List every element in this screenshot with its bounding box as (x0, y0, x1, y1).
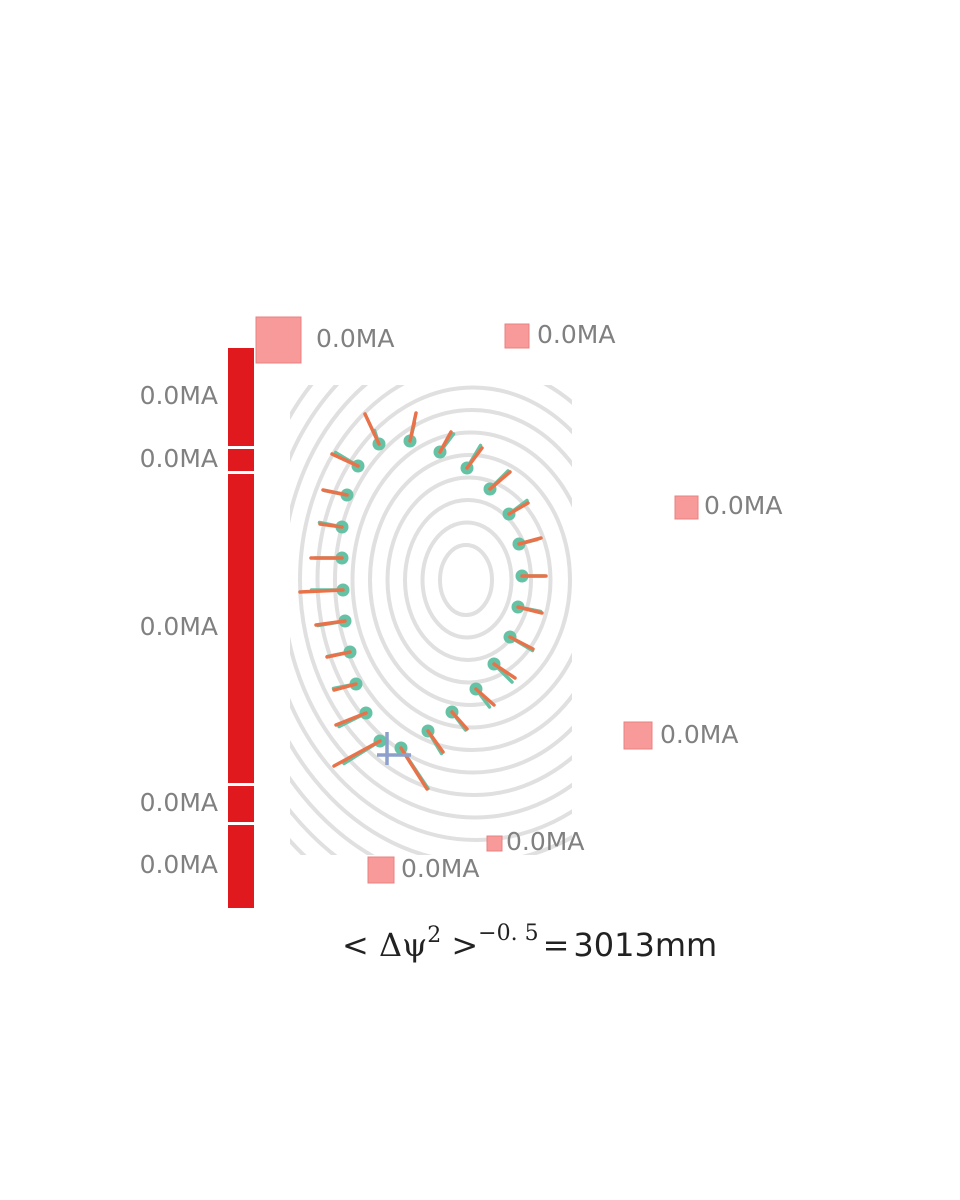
probe (445, 705, 469, 732)
flux-contour (333, 408, 572, 752)
fitted-field-stick (314, 619, 347, 627)
pf-coil (486, 835, 503, 852)
solenoid-segment (228, 474, 254, 783)
fitted-field-stick (332, 682, 358, 692)
fitted-field-stick (426, 729, 445, 754)
probe (503, 630, 535, 653)
fitted-field-stick (325, 650, 352, 659)
solenoid-current-label: 0.0MA (140, 788, 218, 817)
solenoid-segment (228, 449, 254, 471)
flux-contour (438, 543, 494, 617)
formula-text: < Δψ2 >−0. 5 = 3013mm (342, 921, 717, 964)
probe (515, 569, 548, 583)
pf-coil (367, 856, 395, 884)
pf-coil (623, 721, 653, 750)
fitted-field-stick (517, 536, 543, 546)
formula-equals: = (543, 926, 570, 964)
probe (502, 498, 530, 521)
formula-gt: > (441, 926, 478, 964)
solenoid-labels: 0.0MA 0.0MA 0.0MA 0.0MA 0.0MA (140, 381, 218, 879)
probe (321, 488, 354, 502)
formula-lhs: < Δψ (342, 926, 427, 964)
pf-coils (255, 316, 699, 884)
pf-coil-current-label: 0.0MA (704, 491, 782, 520)
fitted-field-stick (321, 488, 349, 497)
probe (309, 551, 349, 565)
fitted-field-stick (363, 412, 381, 446)
fitted-field-stick (330, 452, 360, 468)
probe (460, 443, 484, 475)
pf-coil-current-label: 0.0MA (506, 827, 584, 856)
fitted-field-stick (318, 522, 344, 529)
solenoid-segment (228, 348, 254, 446)
pf-coil (674, 495, 699, 520)
probe (330, 450, 365, 473)
formula-value: 3013mm (573, 926, 717, 964)
pf-coil-labels: 0.0MA 0.0MA 0.0MA 0.0MA 0.0MA 0.0MA (316, 320, 782, 883)
probe (403, 411, 418, 448)
probe (433, 430, 456, 459)
fitted-field-stick (516, 605, 544, 615)
pf-coil (504, 323, 530, 349)
fitted-field-stick (474, 687, 496, 707)
flux-contour (368, 453, 572, 707)
probe (298, 583, 350, 597)
probe (325, 645, 357, 659)
solenoid-segment (228, 786, 254, 822)
probe (317, 520, 349, 534)
flux-contour (385, 475, 553, 685)
central-solenoid (228, 348, 254, 908)
solenoid-current-label: 0.0MA (140, 850, 218, 879)
flux-contour (403, 498, 533, 662)
solenoid-current-label: 0.0MA (140, 381, 218, 410)
residual-formula: < Δψ2 >−0. 5 = 3013mm (342, 921, 717, 964)
pf-coil-current-label: 0.0MA (401, 854, 479, 883)
probe (511, 600, 544, 615)
x-point-marker (377, 732, 411, 765)
pf-coil (255, 316, 302, 364)
solenoid-segment (228, 825, 254, 908)
probe (469, 682, 496, 709)
solenoid-current-label: 0.0MA (140, 612, 218, 641)
flux-contour (420, 520, 514, 640)
solenoid-current-label: 0.0MA (140, 444, 218, 473)
pf-coil-current-label: 0.0MA (660, 720, 738, 749)
fitted-field-stick (298, 588, 345, 594)
fitted-field-stick (438, 430, 453, 454)
probe (332, 734, 387, 768)
probe (421, 724, 445, 756)
fitted-field-stick (465, 446, 484, 470)
fitted-field-stick (450, 710, 469, 731)
fitted-field-stick (332, 739, 382, 768)
fitted-field-stick (507, 501, 530, 516)
probe (487, 657, 517, 684)
flux-contour (290, 385, 572, 842)
probe (334, 706, 373, 729)
probe (363, 412, 386, 451)
fitted-field-stick (492, 662, 517, 680)
probe (483, 469, 512, 496)
pf-coil-current-label: 0.0MA (537, 320, 615, 349)
formula-square: 2 (427, 923, 441, 948)
flux-contour (298, 385, 572, 797)
fitted-field-stick (334, 711, 368, 727)
flux-contour (290, 385, 572, 820)
fitted-field-stick (508, 635, 535, 651)
probe (314, 614, 352, 628)
pf-coil-current-label: 0.0MA (316, 324, 394, 353)
flux-contour (315, 385, 572, 775)
fitted-field-stick (488, 470, 512, 491)
flux-contour (350, 430, 572, 730)
probe (331, 677, 363, 692)
flux-contours (290, 385, 572, 855)
fitted-field-stick (408, 411, 418, 443)
magnetic-probes (298, 411, 548, 791)
formula-exponent: −0. 5 (478, 921, 538, 946)
probe (512, 536, 543, 551)
